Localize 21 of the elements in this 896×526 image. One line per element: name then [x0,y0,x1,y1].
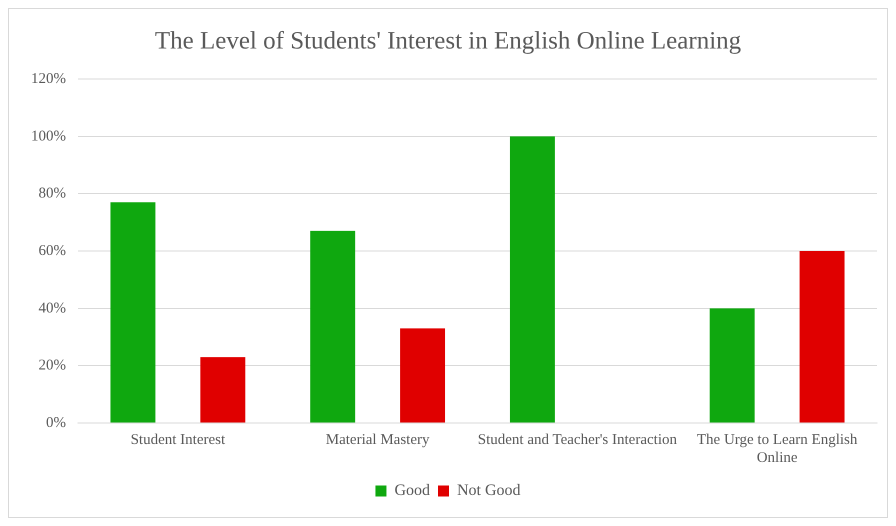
y-tick-label: 100% [30,128,66,144]
legend-label: Not Good [457,482,521,500]
bar [310,230,356,422]
y-tick-label: 20% [38,358,66,374]
x-tick-label: Material Mastery [326,432,430,448]
bar [800,251,845,422]
y-tick-label: 40% [38,300,66,316]
legend-label: Good [394,482,430,500]
y-tick-label: 0% [46,414,66,431]
bar [400,328,446,422]
x-tick-label: Student and Teacher's Interaction [478,432,678,448]
x-tick-label: Student Interest [130,432,226,448]
y-tick-label: 120% [30,70,66,87]
bar [510,136,555,422]
bar [710,308,755,422]
bar [200,357,246,422]
y-tick-label: 80% [38,186,66,202]
bar [110,202,156,422]
chart-title: The Level of Students' Interest in English Online Learning [154,28,742,55]
y-tick-label: 60% [38,242,66,259]
x-tick-label: The Urge to Learn English Online [696,432,858,466]
